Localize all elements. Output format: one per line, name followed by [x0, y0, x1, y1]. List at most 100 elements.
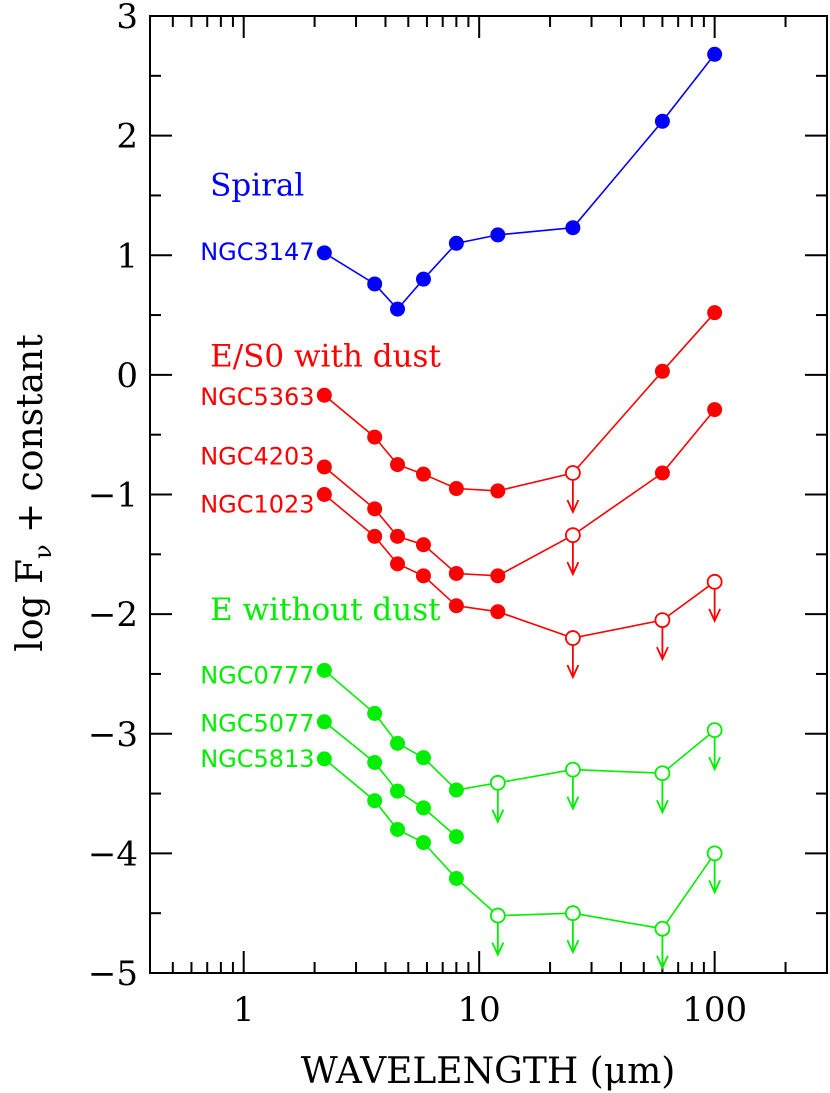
data-point: [415, 466, 431, 482]
data-point: [565, 220, 581, 236]
upper-limit-point: [489, 907, 506, 924]
upper-limit-point: [564, 630, 581, 646]
series-NGC5813: [316, 751, 723, 970]
series-NGC3147: [316, 46, 723, 317]
upper-limit-arrow-head: [656, 955, 669, 970]
data-point: [316, 387, 332, 403]
y-tick-label: 3: [116, 0, 138, 37]
data-point: [490, 604, 506, 620]
data-point: [367, 754, 383, 770]
upper-limit-point: [654, 920, 671, 937]
upper-limit-arrow-head: [491, 942, 505, 957]
y-tick-label: −2: [88, 595, 138, 635]
upper-limit-arrow-head: [708, 756, 721, 772]
upper-limit-arrow-head: [566, 499, 580, 515]
upper-limit-point: [654, 765, 671, 782]
upper-limit-arrow-head: [566, 939, 580, 955]
upper-limit-arrow-head: [708, 880, 721, 895]
data-point: [316, 714, 332, 730]
x-tick-label: 10: [458, 990, 501, 1030]
data-point: [367, 276, 383, 292]
data-point: [415, 750, 431, 766]
data-point: [707, 402, 723, 418]
series-NGC4203: [316, 402, 723, 584]
x-axis-title: WAVELENGTH (μm): [301, 1051, 676, 1092]
upper-limit-arrow-head: [566, 561, 580, 577]
series-NGC0777: [316, 662, 723, 824]
data-point: [367, 528, 383, 544]
upper-limit-arrow-head: [491, 809, 505, 824]
data-point: [448, 565, 464, 581]
data-point: [316, 662, 332, 678]
series-NGC5077: [316, 714, 464, 845]
series-line: [323, 409, 716, 577]
data-point: [415, 800, 431, 816]
upper-limit-arrow-head: [656, 799, 669, 815]
data-point: [448, 481, 464, 497]
upper-limit-point: [564, 761, 581, 778]
upper-limit-point: [564, 465, 581, 481]
data-point: [707, 305, 723, 321]
data-point: [367, 501, 383, 517]
data-point: [490, 227, 506, 243]
group-label: Spiral: [210, 167, 304, 203]
upper-limit-point: [489, 774, 506, 791]
data-series: [316, 46, 723, 970]
data-point: [390, 457, 406, 473]
upper-limit-point: [654, 612, 671, 629]
group-label: E without dust: [210, 592, 441, 628]
data-point: [367, 429, 383, 445]
data-point: [490, 568, 506, 584]
y-tick-label: 2: [116, 117, 138, 157]
data-point: [390, 821, 406, 837]
series-label: NGC5363: [200, 383, 314, 411]
data-point: [415, 537, 431, 553]
y-tick-label: 0: [116, 356, 138, 396]
x-tick-label: 1: [233, 990, 255, 1030]
y-tick-label: −1: [88, 476, 138, 516]
data-point: [707, 46, 723, 62]
data-point: [390, 735, 406, 751]
upper-limit-point: [706, 573, 723, 590]
upper-limit-point: [706, 722, 723, 739]
series-label: NGC4203: [200, 443, 314, 471]
y-axis-title: log Fν + constant: [10, 334, 57, 652]
upper-limit-arrow-head: [566, 796, 580, 811]
data-point: [316, 487, 332, 502]
upper-limit-arrow-head: [708, 608, 721, 623]
data-point: [654, 113, 670, 129]
data-point: [390, 783, 406, 799]
data-point: [390, 528, 406, 544]
data-point: [367, 705, 383, 721]
series-label: NGC3147: [200, 238, 314, 266]
data-point: [415, 271, 431, 287]
data-point: [390, 301, 406, 317]
data-point: [316, 751, 332, 767]
data-point: [316, 245, 332, 261]
upper-limit-point: [564, 527, 581, 544]
data-point: [316, 459, 332, 475]
series-NGC1023: [316, 487, 723, 680]
series-label: NGC0777: [200, 662, 314, 690]
x-tick-label: 100: [682, 990, 747, 1030]
series-label: NGC5813: [200, 745, 314, 773]
data-point: [448, 829, 464, 845]
series-label: NGC1023: [200, 490, 314, 518]
data-point: [367, 793, 383, 809]
y-tick-label: −4: [88, 834, 138, 874]
axis-ticks: [149, 15, 828, 974]
data-point: [448, 598, 464, 614]
upper-limit-point: [564, 905, 581, 922]
data-point: [448, 782, 464, 798]
series-line: [323, 758, 716, 930]
group-label: E/S0 with dust: [210, 339, 441, 375]
data-point: [654, 363, 670, 379]
data-point: [415, 568, 431, 584]
data-point: [415, 835, 431, 851]
series-NGC5363: [316, 305, 723, 515]
data-point: [490, 483, 506, 499]
y-tick-label: 1: [116, 236, 138, 276]
data-point: [448, 235, 464, 251]
